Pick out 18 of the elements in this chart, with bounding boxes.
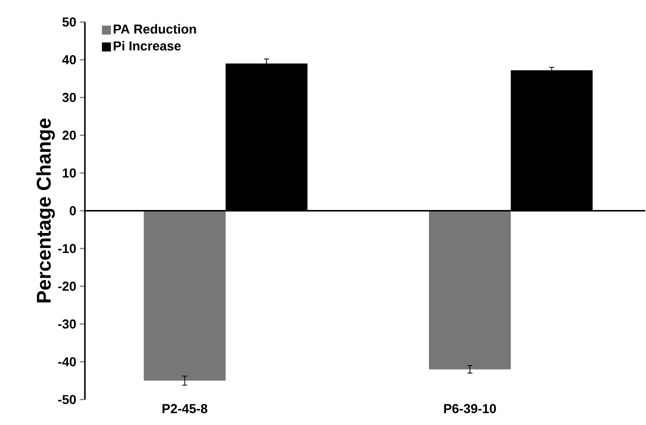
y-tick-label: 40 — [62, 55, 76, 65]
y-tick-label: -30 — [58, 320, 76, 329]
legend-label: PA Reduction — [114, 24, 196, 34]
bar — [428, 211, 511, 370]
y-tick-label: 0 — [70, 206, 76, 216]
legend-label: Pi Increase — [114, 41, 181, 51]
y-tick-label: -20 — [58, 282, 76, 292]
bar — [144, 211, 226, 381]
y-axis-title: Percentage Change — [36, 118, 55, 303]
y-tick-label: 20 — [62, 130, 76, 140]
x-tick-label: P2-45-8 — [162, 404, 208, 414]
y-tick-label: -10 — [58, 244, 76, 254]
y-tick-label: 50 — [62, 18, 76, 27]
y-tick-label: 10 — [62, 168, 76, 178]
y-tick-label: -40 — [58, 357, 76, 367]
y-tick-label: -50 — [58, 395, 76, 404]
y-tick-label: 30 — [62, 93, 76, 102]
x-tick-label: P6-39-10 — [444, 404, 496, 414]
